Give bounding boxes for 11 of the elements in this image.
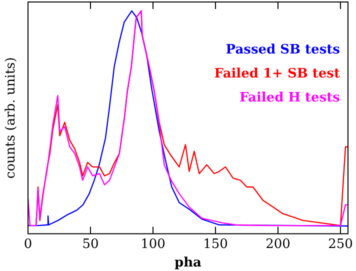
x-tick-label: 0 <box>24 236 32 252</box>
text: Failed H tests <box>240 90 340 106</box>
x-axis-title: pha <box>174 256 202 271</box>
text: Failed 1+ SB test <box>214 66 340 82</box>
x-tick-label: 50 <box>82 236 99 252</box>
x-tick-label: 250 <box>328 236 353 252</box>
y-axis-title: counts (arb. units) <box>3 57 18 179</box>
x-tick-label: 200 <box>266 236 290 252</box>
x-tick-label: 100 <box>140 236 166 252</box>
text: Passed SB tests <box>226 42 340 58</box>
x-tick-label: 150 <box>203 236 228 252</box>
